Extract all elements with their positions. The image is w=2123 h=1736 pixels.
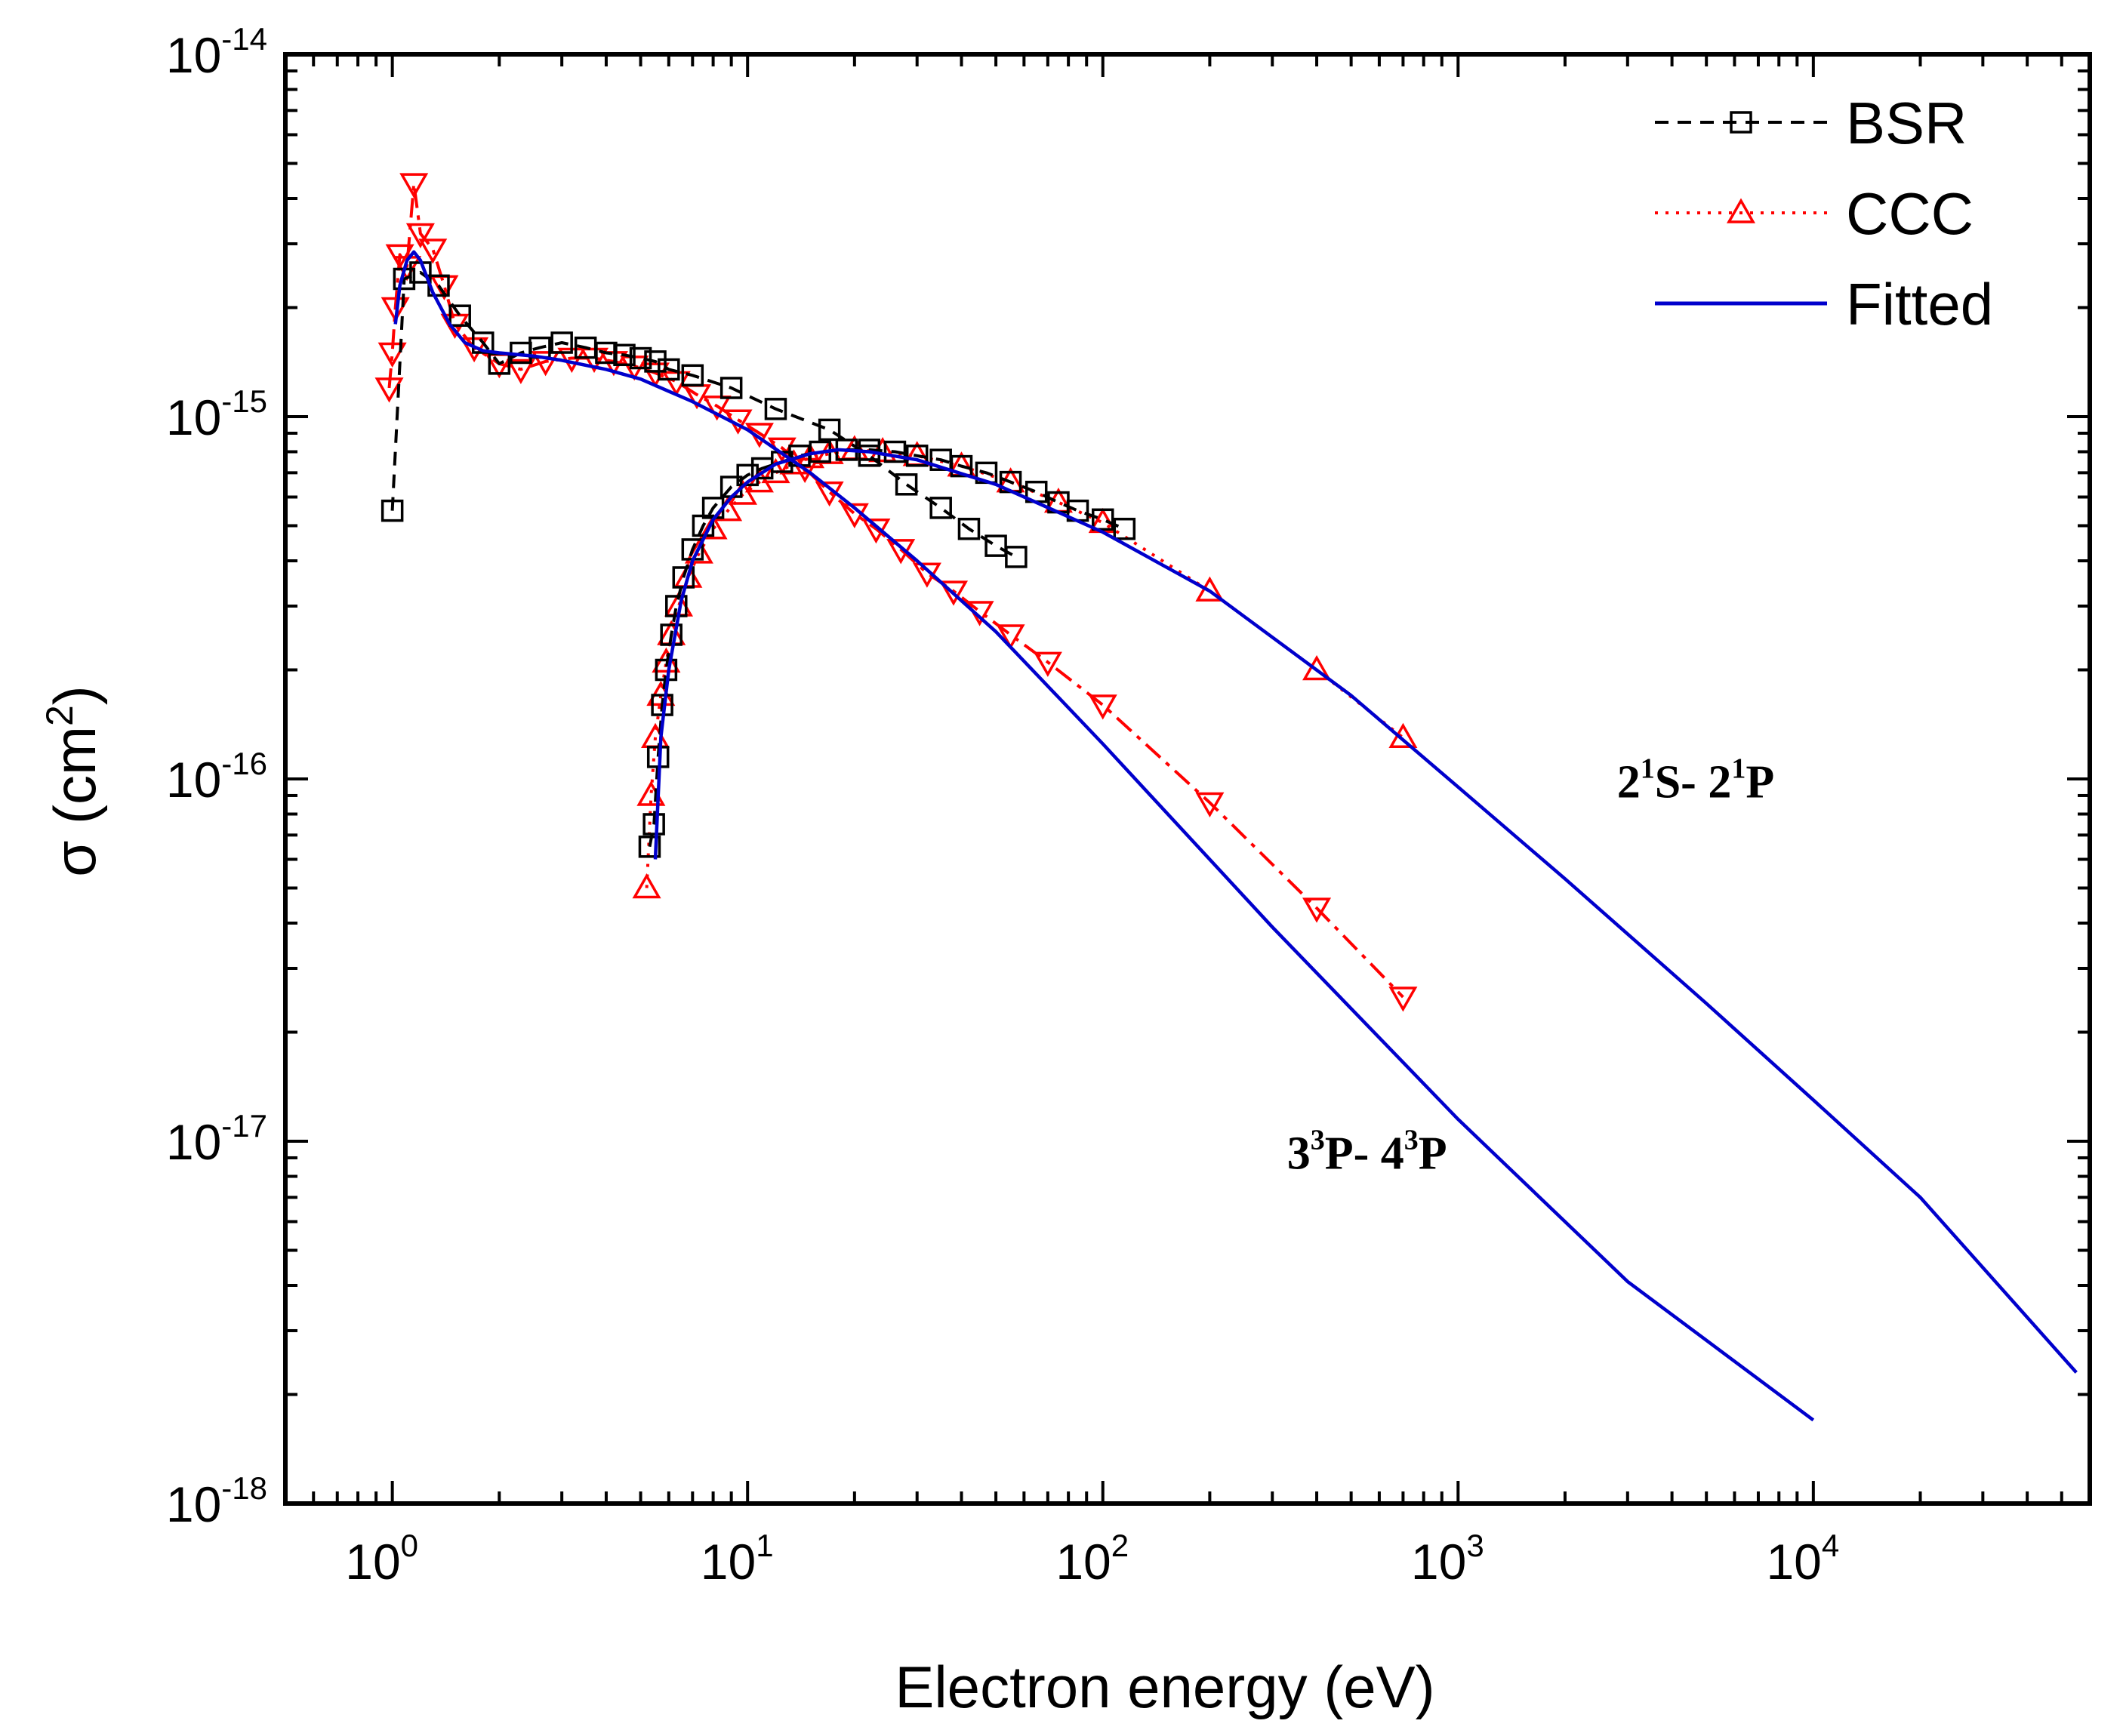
series-line-1 (387, 182, 1404, 999)
series-line-0 (390, 271, 1017, 559)
y-tick-label: 10-15 (166, 383, 267, 445)
plot-frame (283, 52, 2092, 1506)
x-tick-label: 101 (701, 1528, 774, 1590)
data-point-0-15 (658, 358, 680, 381)
data-point-1-36 (1195, 792, 1225, 817)
series-line-5 (653, 448, 2078, 1374)
data-point-0-22 (929, 497, 952, 519)
y-tick-label: 10-14 (166, 21, 267, 83)
y-tick-label: 10-16 (166, 746, 267, 808)
data-point-0-21 (895, 473, 918, 496)
data-point-4-0 (632, 873, 661, 899)
data-point-0-4 (448, 304, 471, 327)
x-tick-label: 103 (1411, 1528, 1484, 1590)
data-point-4-9 (698, 514, 728, 540)
series-group-4 (632, 435, 1418, 899)
data-point-1-1 (377, 342, 407, 368)
series-layer (374, 173, 2078, 1422)
series-line-4 (645, 448, 1404, 888)
data-point-1-30 (912, 562, 941, 588)
data-point-1-5 (399, 173, 429, 199)
x-axis-title: Electron energy (eV) (895, 1654, 1434, 1720)
data-point-0-25 (1005, 546, 1028, 568)
data-point-1-2 (381, 297, 410, 323)
data-point-0-19 (818, 418, 841, 442)
data-point-3-22 (950, 454, 973, 478)
y-tick-label: 10-18 (166, 1470, 267, 1532)
data-point-0-17 (719, 377, 743, 399)
data-point-4-26 (1388, 722, 1418, 749)
legend-item-fitted: Fitted (1655, 271, 1993, 337)
data-point-1-35 (1088, 694, 1117, 720)
legend-label-1: CCC (1846, 180, 1974, 247)
legend-label-0: BSR (1846, 90, 1967, 156)
series-group-5 (653, 448, 2078, 1374)
axes-layer: 100 101 102 103 104 10-14 10-15 10-16 10-17 10-18… (39, 21, 2092, 1720)
data-point-4-25 (1302, 654, 1332, 681)
data-point-1-34 (1033, 651, 1062, 677)
data-point-3-28 (1091, 508, 1114, 531)
data-point-1-37 (1302, 897, 1332, 923)
series-line-2 (393, 250, 1815, 1422)
data-point-3-5 (660, 623, 683, 646)
legend-marker-1 (1726, 198, 1756, 223)
data-point-0-12 (613, 343, 636, 367)
x-tick-label: 102 (1055, 1528, 1129, 1590)
series-group-1 (374, 173, 1418, 1012)
data-point-1-0 (374, 377, 404, 403)
data-point-1-21 (702, 396, 732, 421)
data-point-1-13 (531, 351, 560, 377)
data-point-0-13 (629, 346, 652, 370)
data-point-0-5 (472, 331, 495, 354)
annotation-label-33p-43p: 33P- 43P (1287, 1124, 1447, 1179)
series-group-0 (381, 261, 1028, 568)
annotation-label-21s-21p: 21S- 21P (1617, 753, 1775, 808)
data-point-3-20 (905, 445, 929, 467)
series-group-2 (393, 250, 1815, 1422)
data-point-1-12 (506, 359, 535, 384)
annotations-layer: 21S- 21P 33P- 43P (1287, 753, 1774, 1179)
legend-item-bsr: BSR (1655, 90, 1967, 156)
data-point-0-11 (595, 341, 618, 365)
data-point-1-33 (996, 624, 1025, 650)
data-point-0-16 (681, 364, 704, 387)
data-point-3-19 (883, 440, 907, 463)
y-axis-title: σ (cm2) (39, 685, 108, 877)
y-tick-label: 10-17 (166, 1108, 267, 1170)
data-point-3-1 (642, 813, 665, 836)
x-tick-label: 100 (345, 1528, 418, 1590)
data-point-0-24 (984, 534, 1007, 557)
x-tick-label: 104 (1766, 1528, 1839, 1590)
legend-label-2: Fitted (1846, 271, 1993, 337)
data-point-1-38 (1388, 987, 1418, 1012)
data-point-3-6 (665, 595, 688, 617)
data-point-0-0 (381, 499, 404, 522)
data-point-0-18 (764, 398, 787, 420)
data-point-0-9 (550, 331, 573, 354)
data-point-0-14 (644, 350, 667, 373)
data-point-1-6 (405, 223, 435, 249)
legend-item-ccc: CCC (1655, 180, 1974, 247)
data-point-0-23 (957, 517, 981, 540)
data-point-1-7 (418, 239, 448, 264)
data-point-3-29 (1113, 517, 1136, 540)
data-point-1-31 (938, 580, 969, 606)
legend-marker-0 (1730, 111, 1752, 134)
data-point-1-18 (641, 362, 670, 388)
legend: BSR CCC Fitted (1655, 90, 1993, 337)
data-point-3-0 (638, 836, 661, 858)
